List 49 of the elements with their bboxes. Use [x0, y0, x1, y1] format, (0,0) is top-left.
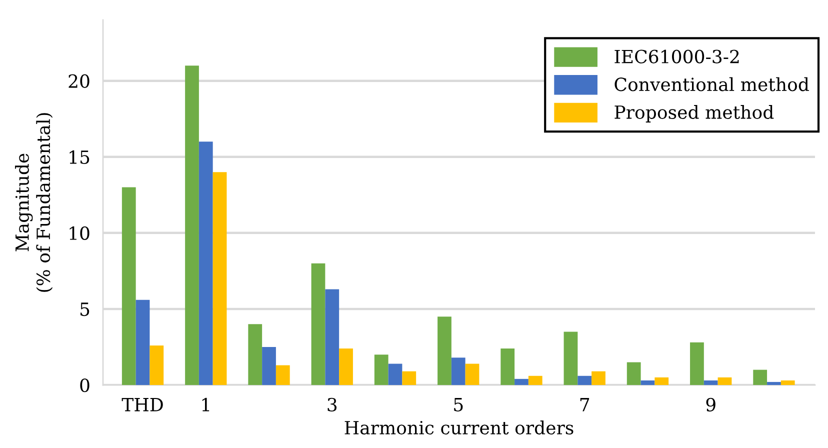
- x-tick-label: 3: [328, 398, 337, 412]
- bar: [402, 371, 416, 385]
- bar: [339, 348, 353, 385]
- bar: [136, 300, 150, 385]
- bar: [753, 370, 768, 385]
- bar: [592, 371, 606, 385]
- bar: [198, 142, 213, 385]
- y-axis-title: Magnitude (% of Fundamental): [15, 113, 53, 292]
- legend-label: IEC61000-3-2: [614, 50, 739, 64]
- y-tick-label: 20: [68, 74, 90, 88]
- legend-label: Proposed method: [614, 105, 774, 122]
- bar: [528, 376, 542, 385]
- y-tick-label: 15: [70, 150, 90, 164]
- bar: [767, 382, 781, 385]
- x-tick-label: 5: [454, 398, 463, 412]
- bar: [514, 378, 528, 385]
- bar: [451, 358, 466, 385]
- bar: [564, 332, 578, 385]
- x-axis-title: Harmonic current orders: [344, 420, 574, 435]
- bar: [626, 362, 641, 385]
- legend-label: Conventional method: [614, 77, 809, 92]
- y-tick-label: 5: [80, 302, 90, 316]
- x-tick-label: 7: [580, 398, 590, 412]
- y-tick-label: 0: [80, 378, 90, 392]
- bar: [212, 172, 227, 385]
- bar: [388, 364, 402, 385]
- bar: [325, 289, 340, 385]
- bar: [690, 342, 704, 385]
- bar: [248, 324, 262, 385]
- bar: [500, 348, 515, 385]
- bar: [704, 380, 718, 385]
- bar: [122, 187, 136, 385]
- y-tick-label: 10: [70, 226, 90, 240]
- bar: [374, 354, 388, 385]
- bar: [718, 377, 732, 385]
- bar: [780, 380, 795, 385]
- bar: [578, 376, 592, 385]
- x-tick-label: THD: [122, 398, 163, 412]
- bar: [185, 66, 199, 385]
- bar: [654, 377, 669, 385]
- bar: [276, 365, 290, 385]
- bar: [465, 364, 480, 385]
- bar: [311, 263, 326, 385]
- x-tick-label: 9: [706, 398, 716, 412]
- bar: [262, 346, 276, 385]
- x-tick-label: 1: [202, 398, 210, 412]
- bar: [640, 380, 655, 385]
- bar: [150, 345, 164, 385]
- bar: [438, 316, 452, 385]
